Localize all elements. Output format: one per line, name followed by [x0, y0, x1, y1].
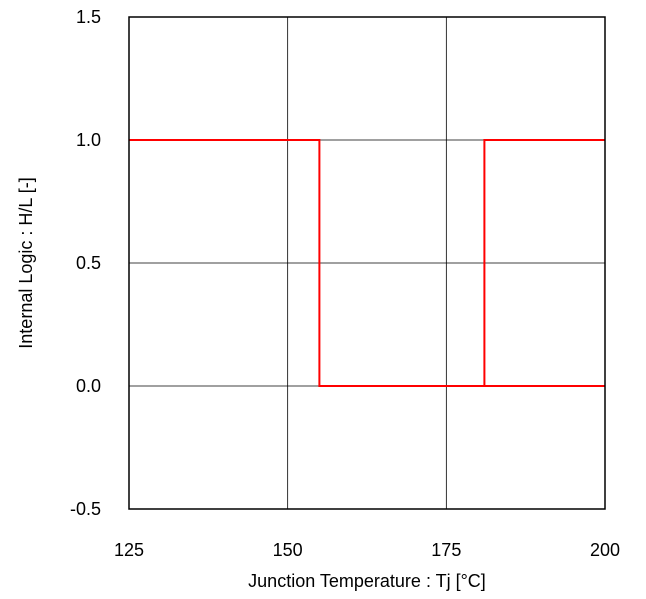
- x-tick-label-1: 150: [273, 540, 303, 560]
- plot-frame: [128, 16, 606, 510]
- y-axis-label: Internal Logic : H/L [-]: [16, 177, 36, 348]
- y-tick-label-2: 0.5: [76, 253, 101, 273]
- x-tick-label-2: 175: [431, 540, 461, 560]
- y-tick-labels: -0.5 0.0 0.5 1.0 1.5: [70, 7, 101, 519]
- y-tick-label-4: 1.5: [76, 7, 101, 27]
- plot-series: [129, 139, 605, 387]
- x-tick-label-0: 125: [114, 540, 144, 560]
- x-axis-label: Junction Temperature : Tj [°C]: [248, 571, 486, 591]
- x-tick-labels: 125 150 175 200: [114, 540, 620, 560]
- grid-lines: [129, 17, 605, 509]
- y-tick-label-0: -0.5: [70, 499, 101, 519]
- y-tick-label-1: 0.0: [76, 376, 101, 396]
- x-tick-label-3: 200: [590, 540, 620, 560]
- y-tick-label-3: 1.0: [76, 130, 101, 150]
